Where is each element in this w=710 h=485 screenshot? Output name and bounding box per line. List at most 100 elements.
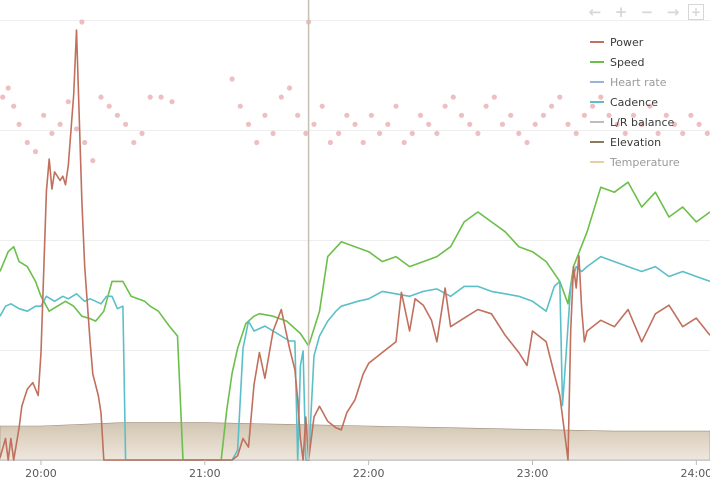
series-elevation-area — [0, 422, 710, 461]
heart-rate-dot — [622, 130, 628, 136]
heart-rate-dot — [655, 130, 661, 136]
legend-label: Elevation — [610, 135, 662, 149]
heart-rate-dot — [639, 121, 645, 127]
heart-rate-dot — [442, 103, 448, 109]
legend-item-power[interactable]: Power — [590, 32, 702, 52]
heart-rate-dot — [385, 121, 391, 127]
heart-rate-dot — [336, 130, 342, 136]
legend-swatch — [590, 141, 604, 143]
chart-toolbar: ← + − → + — [584, 3, 704, 21]
heart-rate-dot — [295, 112, 301, 118]
heart-rate-dot — [475, 130, 481, 136]
x-tick-label: 22:00 — [353, 467, 385, 480]
legend-label: Temperature — [610, 155, 680, 169]
heart-rate-dot — [82, 139, 88, 146]
heart-rate-dot — [5, 85, 11, 91]
legend-label: Cadence — [610, 95, 658, 109]
x-tick-label: 21:00 — [189, 467, 221, 480]
heart-rate-dot — [614, 121, 620, 127]
heart-rate-dot — [581, 112, 588, 118]
arrow-right-icon[interactable]: → — [666, 3, 680, 21]
heart-rate-dot — [229, 76, 235, 82]
heart-rate-dot — [65, 99, 71, 105]
heart-rate-dot — [16, 121, 22, 127]
heart-rate-dot — [0, 94, 6, 100]
heart-rate-dot — [360, 139, 366, 146]
heart-rate-dot — [90, 158, 96, 164]
legend-item-elevation[interactable]: Elevation — [590, 132, 702, 152]
legend-swatch — [590, 161, 604, 163]
heart-rate-dot — [590, 103, 596, 109]
reset-zoom-icon[interactable]: + — [688, 4, 704, 20]
heart-rate-dot — [114, 112, 120, 118]
legend-item-lr-balance[interactable]: L/R balance — [590, 112, 702, 132]
heart-rate-dot — [417, 112, 424, 118]
heart-rate-dot — [158, 94, 164, 100]
heart-rate-dot — [237, 103, 243, 109]
heart-rate-dot — [79, 19, 85, 25]
heart-rate-dot — [245, 121, 252, 127]
heart-rate-dot — [671, 121, 678, 127]
legend-swatch — [590, 41, 604, 43]
heart-rate-dot — [262, 112, 268, 118]
heart-rate-dot — [169, 99, 175, 105]
heart-rate-dot — [278, 94, 284, 100]
legend-label: Speed — [610, 55, 645, 69]
heart-rate-dot — [344, 112, 350, 118]
plus-icon[interactable]: + — [614, 3, 628, 21]
legend-swatch — [590, 121, 604, 123]
arrow-left-icon[interactable]: ← — [588, 3, 602, 21]
heart-rate-dot — [483, 103, 489, 109]
heart-rate-dot — [549, 103, 555, 109]
heart-rate-dot — [524, 139, 530, 146]
heart-rate-dot — [598, 94, 604, 100]
heart-rate-dot — [327, 139, 333, 146]
heart-rate-dot — [540, 112, 547, 118]
legend-swatch — [590, 101, 604, 103]
legend-item-temperature[interactable]: Temperature — [590, 152, 702, 172]
heart-rate-dot — [606, 112, 612, 118]
heart-rate-dot — [532, 121, 538, 127]
heart-rate-dot — [647, 103, 653, 109]
legend-swatch — [590, 81, 604, 83]
heart-rate-dot — [131, 139, 137, 146]
minus-icon[interactable]: − — [640, 3, 654, 21]
legend-label: Heart rate — [610, 75, 667, 89]
heart-rate-dot — [377, 130, 383, 136]
heart-rate-dot — [352, 121, 358, 127]
heart-rate-dot — [696, 121, 702, 127]
legend-swatch — [590, 61, 604, 63]
chart-legend: Power Speed Heart rate Cadence L/R balan… — [590, 32, 702, 172]
heart-rate-dot — [426, 121, 432, 127]
heart-rate-dot — [573, 130, 579, 136]
heart-rate-dot — [409, 130, 415, 136]
x-tick-label: 23:00 — [517, 467, 549, 480]
heart-rate-dot — [73, 126, 80, 132]
heart-rate-dot — [41, 112, 47, 118]
heart-rate-dot — [303, 130, 309, 136]
heart-rate-dot — [147, 94, 153, 100]
heart-rate-dot — [565, 121, 571, 127]
heart-rate-dot — [286, 85, 293, 91]
legend-item-cadence[interactable]: Cadence — [590, 92, 702, 112]
heart-rate-dot — [499, 121, 506, 127]
heart-rate-dot — [663, 112, 669, 118]
legend-item-heart-rate[interactable]: Heart rate — [590, 72, 702, 92]
heart-rate-dot — [311, 121, 317, 127]
legend-item-speed[interactable]: Speed — [590, 52, 702, 72]
heart-rate-dot — [98, 94, 104, 100]
heart-rate-dot — [450, 94, 456, 100]
heart-rate-dot — [434, 130, 440, 136]
series-power-line — [0, 29, 710, 461]
legend-label: Power — [610, 35, 644, 49]
heart-rate-dot — [24, 139, 30, 146]
heart-rate-dot — [630, 112, 637, 118]
heart-rate-dot — [393, 103, 399, 109]
heart-rate-dot — [680, 130, 686, 136]
heart-rate-dot — [688, 112, 694, 118]
heart-rate-dot — [32, 149, 39, 155]
heart-rate-dot — [139, 130, 145, 136]
series-speed-line — [0, 181, 710, 461]
